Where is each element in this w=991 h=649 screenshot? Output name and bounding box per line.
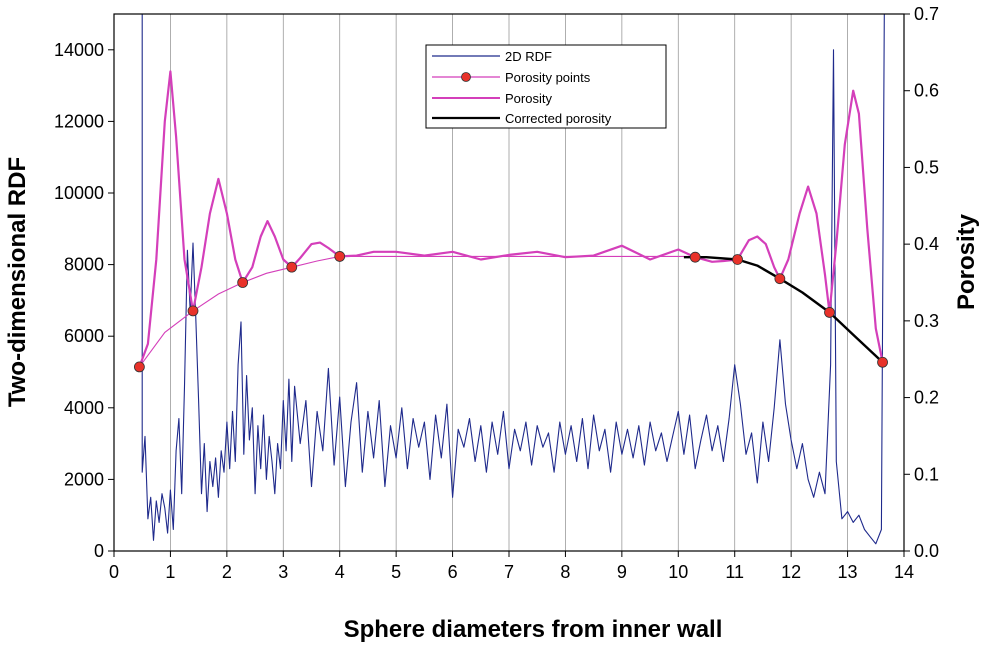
legend-box bbox=[425, 44, 667, 129]
axes-layer: 0 1 2 3 4 5 6 7 8 9 10 11 12 13 1402000400060008000100… bbox=[54, 4, 939, 582]
series-line-porosity-trend bbox=[138, 255, 696, 368]
legend-label-rdf: 2D RDF bbox=[505, 49, 552, 64]
y-tick-label: 6000 bbox=[64, 326, 104, 346]
series-line-porosity bbox=[138, 70, 884, 368]
y2-tick-label: 0.7 bbox=[914, 4, 939, 24]
porosity-point bbox=[334, 251, 346, 262]
legend-label-porosity-points: Porosity points bbox=[505, 70, 591, 85]
porosity-point bbox=[133, 361, 145, 373]
y2-tick-label: 0.3 bbox=[914, 311, 939, 331]
x-tick-label: 12 bbox=[781, 562, 801, 582]
y2-tick-label: 0.5 bbox=[914, 157, 939, 177]
x-tick-label: 13 bbox=[838, 562, 858, 582]
porosity-point bbox=[237, 277, 249, 288]
porosity-point bbox=[286, 261, 298, 273]
porosity-point bbox=[187, 305, 199, 317]
porosity-point bbox=[732, 254, 743, 265]
porosity-point bbox=[689, 251, 701, 263]
porosity-point bbox=[774, 273, 786, 285]
x-tick-label: 1 bbox=[165, 562, 175, 582]
y2-tick-label: 0.0 bbox=[914, 541, 939, 561]
legend-label-porosity: Porosity bbox=[505, 91, 552, 106]
x-tick-label: 3 bbox=[278, 562, 288, 582]
y-tick-label: 2000 bbox=[64, 469, 104, 489]
x-tick-label: 9 bbox=[617, 562, 627, 582]
x-tick-label: 5 bbox=[391, 562, 401, 582]
x-tick-label: 10 bbox=[668, 562, 688, 582]
series-layer bbox=[133, 13, 888, 545]
x-tick-label: 14 bbox=[894, 562, 914, 582]
legend: 2D RDF Porosity points Porosity Correcte… bbox=[425, 44, 667, 129]
y2-tick-label: 0.4 bbox=[914, 234, 939, 254]
x-tick-label: 8 bbox=[560, 562, 570, 582]
y-axis-title: Two-dimensional RDF bbox=[4, 157, 31, 407]
y2-tick-label: 0.6 bbox=[914, 81, 939, 101]
x-tick-label: 4 bbox=[335, 562, 345, 582]
x-axis-title: Sphere diameters from inner wall bbox=[344, 616, 723, 643]
y-tick-label: 14000 bbox=[54, 40, 104, 60]
series-line-2d-rdf bbox=[141, 13, 885, 545]
porosity-point bbox=[824, 307, 835, 318]
y-tick-label: 4000 bbox=[64, 398, 104, 418]
y-tick-label: 10000 bbox=[54, 183, 104, 203]
y-tick-label: 12000 bbox=[54, 111, 104, 131]
y2-axis-title: Porosity bbox=[953, 213, 980, 310]
x-tick-label: 0 bbox=[109, 562, 119, 582]
x-tick-label: 6 bbox=[448, 562, 458, 582]
x-tick-label: 11 bbox=[725, 562, 744, 582]
legend-label-corrected-porosity: Corrected porosity bbox=[505, 111, 612, 126]
y2-tick-label: 0.2 bbox=[914, 388, 939, 408]
x-tick-label: 7 bbox=[504, 562, 514, 582]
y-tick-label: 0 bbox=[94, 541, 104, 561]
y-tick-label: 8000 bbox=[64, 255, 104, 275]
y2-tick-label: 0.1 bbox=[914, 464, 939, 484]
x-tick-label: 2 bbox=[222, 562, 232, 582]
porosity-point bbox=[877, 356, 888, 368]
legend-swatch-porosity-points bbox=[461, 72, 471, 82]
